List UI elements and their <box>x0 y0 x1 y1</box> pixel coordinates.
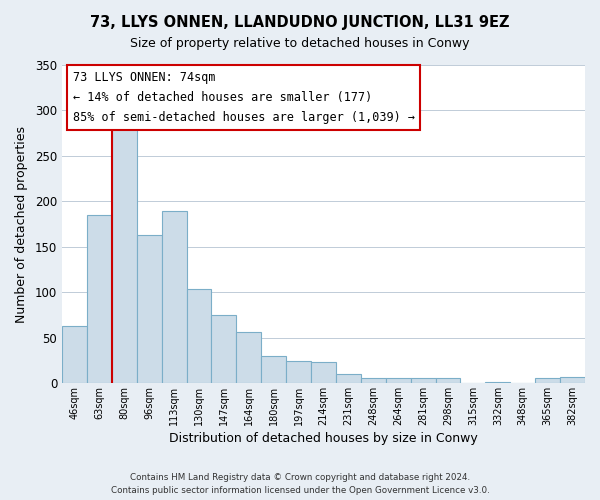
X-axis label: Distribution of detached houses by size in Conwy: Distribution of detached houses by size … <box>169 432 478 445</box>
Text: Contains HM Land Registry data © Crown copyright and database right 2024.
Contai: Contains HM Land Registry data © Crown c… <box>110 473 490 495</box>
Text: 73, LLYS ONNEN, LLANDUDNO JUNCTION, LL31 9EZ: 73, LLYS ONNEN, LLANDUDNO JUNCTION, LL31… <box>90 15 510 30</box>
Y-axis label: Number of detached properties: Number of detached properties <box>15 126 28 322</box>
Bar <box>62 326 87 383</box>
Bar <box>137 235 161 383</box>
Text: 73 LLYS ONNEN: 74sqm
← 14% of detached houses are smaller (177)
85% of semi-deta: 73 LLYS ONNEN: 74sqm ← 14% of detached h… <box>73 72 415 124</box>
Bar <box>87 215 112 383</box>
Bar <box>236 332 261 383</box>
Bar <box>336 374 361 383</box>
Bar <box>112 117 137 383</box>
Bar <box>485 382 510 383</box>
Bar <box>161 212 187 383</box>
Bar <box>410 378 436 383</box>
Bar <box>311 362 336 383</box>
Bar <box>261 356 286 383</box>
Bar <box>535 378 560 383</box>
Bar <box>386 378 410 383</box>
Bar <box>286 361 311 383</box>
Text: Size of property relative to detached houses in Conwy: Size of property relative to detached ho… <box>130 38 470 51</box>
Bar <box>211 315 236 383</box>
Bar <box>187 290 211 383</box>
Bar <box>436 378 460 383</box>
Bar <box>361 378 386 383</box>
Bar <box>560 376 585 383</box>
